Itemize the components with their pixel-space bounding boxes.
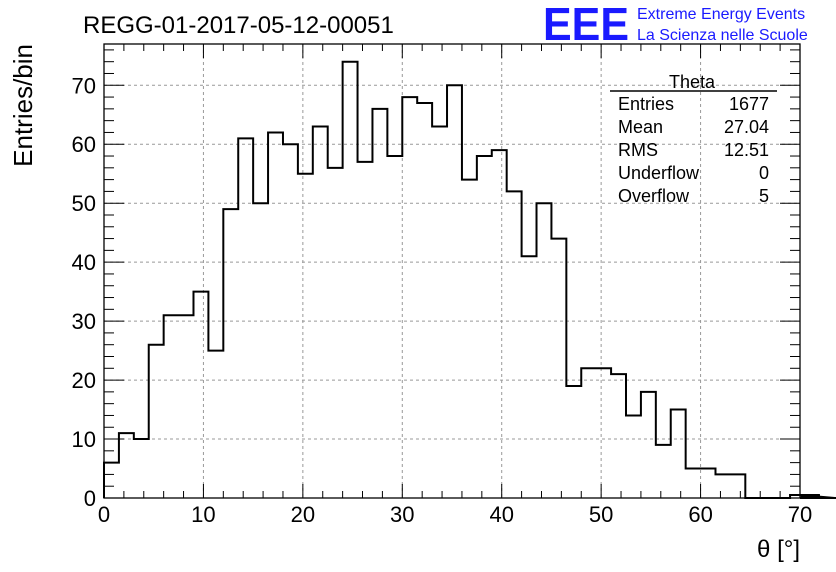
- y-tick-label-3: 30: [72, 309, 96, 334]
- logo-line2: La Scienza nelle Scuole: [637, 27, 808, 44]
- y-axis-label: Entries/bin: [8, 44, 38, 167]
- histogram-bin-37: [656, 445, 671, 498]
- histogram-bin-5: [179, 315, 194, 498]
- stats-value-entries: 1677: [729, 94, 769, 114]
- histogram-bin-31: [566, 386, 581, 498]
- histogram-bin-39: [686, 469, 701, 498]
- histogram-bin-10: [253, 203, 268, 498]
- histogram-bin-0: [104, 463, 119, 498]
- histogram-bin-27: [507, 191, 522, 498]
- stats-label-entries: Entries: [618, 94, 674, 114]
- x-tick-labels: 0 10 20 30 40 50 60 70: [98, 502, 812, 527]
- plot-frame: [103, 43, 801, 499]
- histogram-bin-3: [149, 345, 164, 498]
- stats-value-overflow: 5: [759, 186, 769, 206]
- axis-ticks: [103, 44, 801, 499]
- histogram-bin-11: [268, 132, 283, 498]
- y-tick-label-1: 10: [72, 427, 96, 452]
- x-tick-label-1: 10: [191, 502, 215, 527]
- histogram-bin-28: [522, 256, 537, 498]
- histogram-bin-23: [447, 85, 462, 498]
- histogram-bin-29: [537, 203, 552, 498]
- stats-box: Theta Entries 1677 Mean 27.04 RMS 12.51 Underf…: [610, 72, 777, 206]
- histogram-bin-18: [372, 109, 387, 498]
- stats-value-rms: 12.51: [724, 140, 769, 160]
- histogram-bin-30: [551, 239, 566, 498]
- stats-label-rms: RMS: [618, 140, 658, 160]
- histogram-bin-24: [462, 180, 477, 498]
- stats-label-mean: Mean: [618, 117, 663, 137]
- y-tick-label-0: 0: [84, 486, 96, 511]
- histogram-bin-14: [313, 127, 328, 498]
- logo-line1: Extreme Energy Events: [637, 6, 805, 23]
- histogram-bin-8: [223, 209, 238, 498]
- histogram-bin-12: [283, 144, 298, 498]
- histogram-bin-4: [164, 315, 179, 498]
- histogram-bin-6: [193, 292, 208, 498]
- histogram-bin-15: [328, 168, 343, 498]
- x-axis-label: θ [°]: [757, 536, 800, 563]
- x-tick-label-7: 70: [788, 502, 812, 527]
- histogram-bin-26: [492, 150, 507, 498]
- stats-value-underflow: 0: [759, 163, 769, 183]
- stats-rows: Entries 1677 Mean 27.04 RMS 12.51 Underflow 0 Ov…: [618, 94, 769, 206]
- stats-value-mean: 27.04: [724, 117, 769, 137]
- histogram-bin-1: [119, 433, 134, 498]
- histogram-bin-19: [387, 156, 402, 498]
- x-tick-label-4: 40: [489, 502, 513, 527]
- histogram-bin-21: [417, 103, 432, 498]
- histogram-bin-22: [432, 127, 447, 498]
- stats-label-overflow: Overflow: [618, 186, 690, 206]
- x-tick-label-3: 30: [390, 502, 414, 527]
- y-tick-label-6: 60: [72, 132, 96, 157]
- histogram-bin-17: [358, 162, 373, 498]
- histogram-bin-34: [611, 374, 626, 498]
- y-tick-label-5: 50: [72, 191, 96, 216]
- y-tick-label-7: 70: [72, 73, 96, 98]
- histogram-bin-2: [134, 439, 149, 498]
- histogram-bin-40: [701, 469, 716, 498]
- histogram-bin-36: [641, 392, 656, 498]
- histogram-bin-25: [477, 156, 492, 498]
- histogram-bin-7: [208, 351, 223, 498]
- histogram-bin-9: [238, 138, 253, 498]
- histogram-bin-20: [402, 97, 417, 498]
- logo-mark: EEE: [543, 0, 629, 50]
- x-tick-label-5: 50: [589, 502, 613, 527]
- stats-label-underflow: Underflow: [618, 163, 700, 183]
- histogram-outline: [103, 60, 836, 499]
- stats-title: Theta: [669, 72, 716, 92]
- y-tick-labels: 0 10 20 30 40 50 60 70: [72, 73, 96, 511]
- histogram-bin-38: [671, 410, 686, 498]
- histogram-bin-35: [626, 415, 641, 498]
- histogram-bins: [104, 62, 800, 498]
- y-tick-label-2: 20: [72, 368, 96, 393]
- histogram-bin-13: [298, 174, 313, 498]
- eee-logo: EEE Extreme Energy Events La Scienza nel…: [543, 0, 808, 50]
- histogram-bin-41: [715, 474, 730, 498]
- histogram-bin-16: [343, 62, 358, 498]
- y-tick-label-4: 40: [72, 250, 96, 275]
- x-tick-label-0: 0: [98, 502, 110, 527]
- chart-title: REGG-01-2017-05-12-00051: [83, 12, 394, 39]
- histogram-bin-32: [581, 368, 596, 498]
- histogram-bin-42: [730, 474, 745, 498]
- x-tick-label-6: 60: [688, 502, 712, 527]
- x-tick-label-2: 20: [291, 502, 315, 527]
- histogram-bin-33: [596, 368, 611, 498]
- grid: [104, 44, 800, 498]
